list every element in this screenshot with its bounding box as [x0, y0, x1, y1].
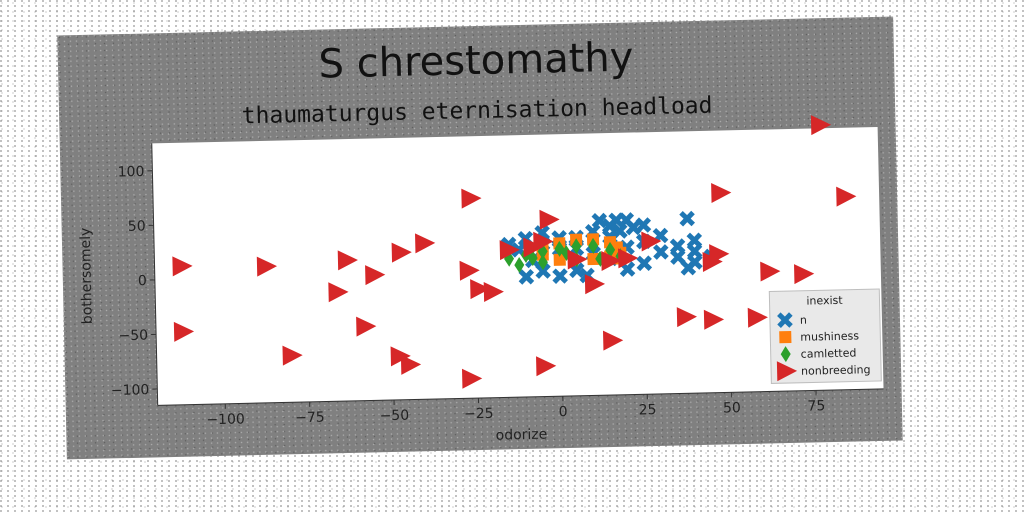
- legend-label-n: n: [800, 314, 807, 327]
- y-tick-label: −100: [111, 382, 150, 399]
- legend-title: inexist: [806, 294, 843, 308]
- legend-box: [768, 288, 882, 384]
- y-axis-line: [151, 143, 159, 406]
- point-n: [679, 210, 696, 227]
- legend-label-camletted: camletted: [801, 346, 857, 360]
- point-nonbreeding: [703, 309, 725, 330]
- point-nonbreeding: [533, 231, 554, 252]
- point-nonbreeding: [365, 265, 386, 286]
- chart-legend: inexist n mushiness camletted nonbreeding: [768, 288, 882, 384]
- point-nonbreeding: [282, 345, 303, 366]
- point-nonbreeding: [709, 244, 730, 265]
- point-nonbreeding: [328, 282, 349, 303]
- point-nonbreeding: [536, 356, 557, 377]
- point-n: [635, 217, 652, 233]
- x-tick-label: −25: [464, 406, 494, 423]
- point-n: [680, 259, 697, 276]
- point-camletted: [514, 257, 525, 274]
- point-n: [669, 238, 686, 255]
- point-camletted: [605, 241, 616, 258]
- x-tick-label: −75: [295, 410, 325, 427]
- data-marks: [172, 115, 857, 389]
- x-tick-label: −100: [206, 411, 245, 428]
- y-tick-label: 0: [138, 273, 147, 289]
- point-nonbreeding: [391, 242, 412, 263]
- point-nonbreeding: [356, 316, 377, 337]
- point-nonbreeding: [711, 182, 732, 203]
- point-nonbreeding: [836, 186, 857, 207]
- x-tick-label: 25: [638, 402, 656, 418]
- x-tick-label: 50: [723, 400, 741, 416]
- point-n: [608, 212, 625, 229]
- series-nonbreeding: [172, 115, 857, 389]
- point-n: [636, 255, 653, 272]
- point-nonbreeding: [483, 282, 504, 303]
- point-nonbreeding: [415, 233, 436, 254]
- legend-marker-camletted: [780, 346, 791, 363]
- point-nonbreeding: [747, 307, 768, 328]
- point-nonbreeding: [459, 260, 480, 281]
- point-n: [625, 219, 642, 236]
- y-tick-label: 50: [128, 218, 146, 234]
- point-nonbreeding: [337, 250, 358, 271]
- point-nonbreeding: [470, 279, 491, 300]
- point-mushiness: [553, 253, 566, 266]
- point-nonbreeding: [676, 307, 697, 328]
- x-axis-label: odorize: [495, 427, 547, 444]
- point-nonbreeding: [618, 248, 639, 269]
- x-axis-line: [157, 388, 884, 406]
- legend-marker-mushiness: [779, 330, 792, 344]
- point-n: [535, 263, 551, 279]
- point-n: [686, 232, 703, 249]
- point-nonbreeding: [760, 261, 781, 282]
- legend-marker-n: [777, 312, 793, 328]
- point-nonbreeding: [794, 264, 815, 285]
- point-n: [552, 268, 568, 284]
- point-nonbreeding: [810, 115, 832, 136]
- x-tick-label: 0: [559, 404, 568, 420]
- y-tick-label: −50: [118, 328, 148, 345]
- point-nonbreeding: [539, 209, 560, 230]
- point-n: [653, 244, 669, 260]
- point-nonbreeding: [461, 368, 483, 389]
- legend-marker-nonbreeding: [776, 361, 798, 382]
- point-camletted: [588, 237, 599, 254]
- point-nonbreeding: [567, 249, 588, 270]
- point-nonbreeding: [173, 321, 195, 342]
- point-n: [612, 223, 628, 239]
- point-nonbreeding: [390, 346, 411, 367]
- x-tick-label: 75: [807, 398, 825, 414]
- legend-label-mushiness: mushiness: [800, 329, 859, 343]
- point-nonbreeding: [172, 256, 193, 277]
- point-nonbreeding: [602, 330, 624, 351]
- point-camletted: [527, 250, 538, 267]
- chart-title: S chrestomathy: [318, 34, 634, 87]
- legend-label-nonbreeding: nonbreeding: [801, 363, 871, 378]
- point-nonbreeding: [461, 188, 482, 209]
- axis-ticks: −100 −75 −50 −25 0 25 50 75 −100 −50 0 50 100: [111, 143, 884, 428]
- point-nonbreeding: [641, 231, 662, 252]
- legend-items: n mushiness camletted nonbreeding: [776, 312, 871, 382]
- y-axis-label: bothersomely: [78, 228, 96, 325]
- point-camletted: [571, 238, 582, 255]
- point-nonbreeding: [523, 237, 544, 258]
- point-nonbreeding: [499, 240, 520, 261]
- point-n: [591, 212, 608, 229]
- point-nonbreeding: [256, 256, 278, 277]
- point-camletted: [537, 254, 548, 271]
- point-mushiness: [587, 252, 600, 266]
- point-nonbreeding: [584, 274, 606, 295]
- point-nonbreeding: [601, 250, 622, 271]
- x-tick-label: −50: [379, 408, 409, 425]
- point-n: [518, 269, 535, 285]
- y-tick-label: 100: [118, 164, 145, 181]
- chart-subtitle: thaumaturgus eternisation headload: [241, 93, 712, 130]
- chart-figure: S chrestomathy thaumaturgus eternisation…: [57, 16, 903, 460]
- point-nonbreeding: [400, 354, 422, 375]
- scatter-chart: S chrestomathy thaumaturgus eternisation…: [78, 34, 884, 444]
